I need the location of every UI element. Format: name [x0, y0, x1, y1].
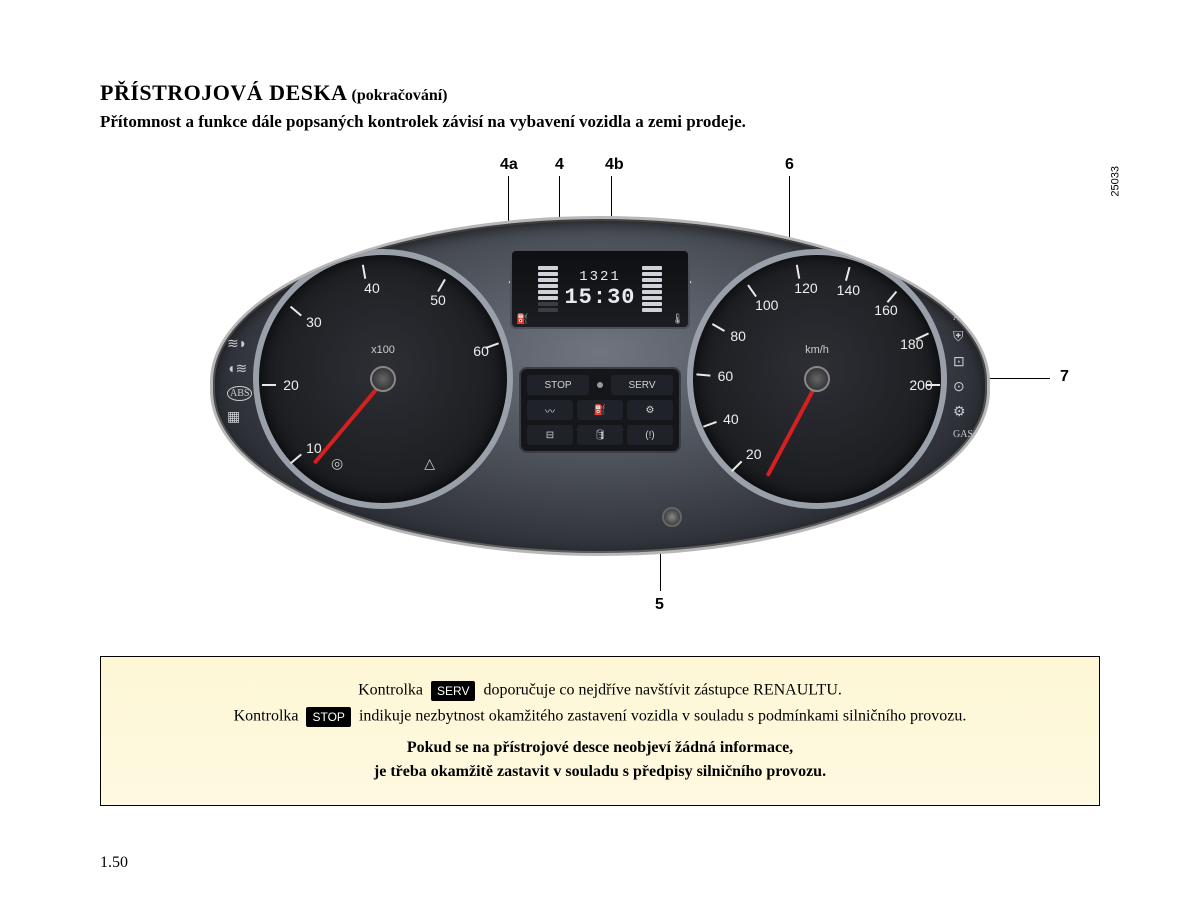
- hazard-icon: △: [424, 456, 435, 473]
- fuel-pump-icon: ⛽: [516, 314, 528, 325]
- warning-panel: STOP SERV 〰 ⛽ ⚙ ⊟ 🛢 (!): [519, 367, 681, 453]
- right-indicator-column: ◉ AIR ⛨ ⊡ ⊙ ⚙ GAS: [953, 287, 973, 440]
- note-l1b: doporučuje co nejdříve navštívit zástupc…: [483, 682, 841, 699]
- callout-5: 5: [655, 596, 664, 614]
- gauge-number: 30: [299, 314, 329, 330]
- brake-warn-icon: (!): [627, 425, 673, 445]
- gauge-tick: [437, 279, 446, 292]
- page-subtitle: Přítomnost a funkce dále popsaných kontr…: [100, 112, 1100, 132]
- callout-4a: 4a: [500, 156, 518, 174]
- engine-icon: ⚙: [953, 404, 973, 421]
- gauge-tick: [703, 421, 717, 428]
- clock-value: 15:30: [564, 285, 635, 310]
- odometer-value: 1321: [564, 269, 635, 285]
- speedo-needle: [766, 378, 821, 477]
- gauge-number: 140: [833, 282, 863, 298]
- left-indicator-column: ≡▶ ◗ ≋◗ ◖≋ ABS ▦: [227, 287, 252, 426]
- gauge-number: 60: [710, 368, 740, 384]
- tachometer-gauge: x100 ◎ △ 102030405060: [253, 249, 513, 509]
- seatbelt-icon: ⛨: [953, 330, 973, 346]
- door-open-icon: ⊡: [953, 354, 973, 371]
- gauge-tick: [731, 461, 742, 472]
- dashboard-diagram: 4a 4 4b 6 7 5 25033 ≡▶ ◗ ≋◗ ◖≋ ABS: [100, 156, 1100, 616]
- gauge-tick: [290, 454, 302, 465]
- gauge-tick: [290, 306, 302, 317]
- gauge-number: 160: [871, 302, 901, 318]
- speedo-hub: [804, 366, 830, 392]
- callout-7: 7: [1060, 368, 1069, 386]
- gauge-number: 10: [299, 440, 329, 456]
- airbag-icon: ◉: [953, 287, 973, 304]
- speedometer-gauge: km/h 20406080100120140160180200: [687, 249, 947, 509]
- note-l3: Pokud se na přístrojové desce neobjeví ž…: [125, 739, 1075, 757]
- front-fog-icon: ≋◗: [227, 336, 252, 353]
- callout-4b: 4b: [605, 156, 624, 174]
- image-id: 25033: [1110, 166, 1122, 197]
- gauge-tick: [262, 384, 276, 386]
- gauge-tick: [696, 373, 710, 376]
- tacho-unit: x100: [371, 344, 395, 356]
- callout-4: 4: [555, 156, 564, 174]
- tacho-hub: [370, 366, 396, 392]
- rear-fog-icon: ◖≋: [227, 361, 252, 378]
- gauge-number: 40: [357, 280, 387, 296]
- gauge-number: 20: [739, 446, 769, 462]
- page-title-sub: (pokračování): [351, 87, 447, 104]
- gauge-number: 40: [716, 411, 746, 427]
- note-l2a: Kontrolka: [234, 708, 299, 725]
- gauge-number: 180: [897, 336, 927, 352]
- gas-label: GAS: [953, 429, 973, 440]
- speedo-unit: km/h: [805, 344, 829, 356]
- serv-indicator: SERV: [611, 375, 673, 395]
- gauge-number: 80: [723, 328, 753, 344]
- low-beam-icon: ◗: [227, 312, 252, 328]
- high-beam-icon: ≡▶: [227, 287, 252, 304]
- gauge-number: 20: [276, 377, 306, 393]
- page-title: PŘÍSTROJOVÁ DESKA: [100, 80, 347, 105]
- gauge-tick: [926, 384, 940, 386]
- oil-icon: 🛢: [577, 425, 623, 445]
- glow-plug-icon: 〰: [527, 400, 573, 420]
- fuel-bars-icon: [538, 266, 558, 312]
- note-box: Kontrolka SERV doporučuje co nejdříve na…: [100, 656, 1100, 806]
- airbag-off-icon: AIR: [953, 312, 973, 322]
- callout-6: 6: [785, 156, 794, 174]
- engine-warn-icon: ⚙: [627, 400, 673, 420]
- fuel-warn-icon: ⛽: [577, 400, 623, 420]
- center-dot-icon: [593, 375, 607, 395]
- note-l1a: Kontrolka: [358, 682, 423, 699]
- page-number: 1.50: [100, 854, 128, 872]
- temp-icon: 🌡: [671, 314, 684, 325]
- gauge-tick: [845, 267, 851, 281]
- temp-bars-icon: [642, 266, 662, 312]
- defrost-icon: ▦: [227, 409, 252, 426]
- gauge-number: 120: [791, 280, 821, 296]
- note-l2b: indikuje nezbytnost okamžitého zastavení…: [359, 708, 966, 725]
- abs-icon: ABS: [227, 386, 252, 401]
- gauge-number: 50: [423, 292, 453, 308]
- gauge-number: 100: [752, 297, 782, 313]
- gauge-tick: [362, 265, 366, 279]
- serv-badge: SERV: [431, 681, 475, 701]
- brake-disc-icon: ◎: [331, 456, 343, 473]
- stop-badge: STOP: [306, 707, 350, 727]
- reset-knob: [662, 507, 682, 527]
- battery-icon: ⊟: [527, 425, 573, 445]
- stop-indicator: STOP: [527, 375, 589, 395]
- immo-icon: ⊙: [953, 379, 973, 396]
- gauge-tick: [796, 265, 800, 279]
- gauge-tick: [747, 284, 757, 297]
- note-l4: je třeba okamžitě zastavit v souladu s p…: [125, 763, 1075, 781]
- lcd-display: 1321 15:30 ⛽ 🌡: [510, 249, 690, 329]
